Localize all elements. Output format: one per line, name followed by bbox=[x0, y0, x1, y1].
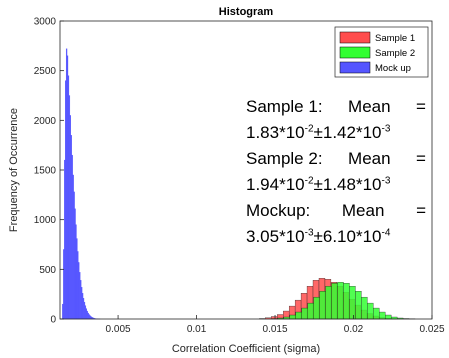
bar bbox=[66, 55, 69, 320]
bar bbox=[88, 314, 90, 320]
legend: Sample 1 Sample 2 Mock up bbox=[334, 26, 429, 78]
bar bbox=[301, 307, 308, 320]
y-tick-label: 2000 bbox=[34, 116, 57, 127]
mockup-mean-word: Mean bbox=[341, 201, 385, 220]
bar bbox=[62, 303, 64, 320]
y-tick-label: 500 bbox=[39, 265, 56, 276]
sample-1-pm-exp: -3 bbox=[381, 123, 391, 135]
sample-2-mean-word: Mean bbox=[348, 149, 391, 168]
bar bbox=[367, 302, 374, 320]
x-axis: 0.005 0.01 0.015 0.02 0.025 bbox=[106, 315, 445, 335]
sample-1-mean-exp: -2 bbox=[304, 123, 314, 135]
y-tick-label: 1500 bbox=[34, 166, 57, 177]
bar bbox=[373, 307, 380, 320]
x-tick-label: 0.025 bbox=[419, 324, 444, 335]
sample-1-equals: = bbox=[416, 97, 426, 116]
legend-label-mock-up: Mock up bbox=[375, 63, 411, 74]
sample-2-pm-exp: -3 bbox=[381, 175, 391, 187]
y-tick-label: 1000 bbox=[34, 215, 57, 226]
bar bbox=[325, 286, 332, 320]
sample-2-label: Sample 2: bbox=[246, 149, 323, 168]
x-axis-label: Correlation Coefficient (sigma) bbox=[172, 343, 320, 355]
y-axis: 0 500 1000 1500 2000 2500 3000 bbox=[34, 17, 64, 326]
legend-label-sample-2: Sample 2 bbox=[375, 48, 415, 59]
mockup-pm-exp: -4 bbox=[381, 227, 391, 239]
sample-1-mean-base: 1.83*10 bbox=[246, 123, 305, 142]
legend-swatch-sample-2 bbox=[339, 46, 371, 59]
y-axis-label: Frequency of Occurrence bbox=[8, 108, 20, 232]
legend-label-sample-1: Sample 1 bbox=[375, 33, 415, 44]
sample-1-mean-word: Mean bbox=[348, 97, 391, 116]
mockup-equals: = bbox=[416, 201, 426, 220]
bar bbox=[343, 283, 350, 320]
bar bbox=[379, 311, 386, 320]
sample-1-mean-heading: Sample 1: Mean = bbox=[246, 94, 426, 120]
mockup-pm-base: ±6.10*10 bbox=[313, 227, 382, 246]
bar bbox=[385, 314, 392, 320]
sample-1-pm-base: ±1.42*10 bbox=[313, 123, 382, 142]
bar bbox=[319, 291, 326, 320]
y-tick-label: 2500 bbox=[34, 66, 57, 77]
x-tick-label: 0.01 bbox=[187, 324, 207, 335]
sample-2-mean-base: 1.94*10 bbox=[246, 175, 305, 194]
mockup-label: Mockup: bbox=[246, 201, 311, 220]
bar bbox=[361, 296, 368, 320]
sample-2-mean-value: 1.94*10-2±1.48*10-3 bbox=[246, 172, 426, 198]
y-tick-label: 0 bbox=[50, 315, 56, 326]
y-tick-label: 3000 bbox=[34, 17, 57, 28]
x-tick-label: 0.015 bbox=[263, 324, 288, 335]
bar bbox=[349, 286, 356, 320]
sample-1-mean-value: 1.83*10-2±1.42*10-3 bbox=[246, 120, 426, 146]
mockup-mean-value: 3.05*10-3±6.10*10-4 bbox=[246, 224, 426, 250]
sample-2-equals: = bbox=[416, 149, 426, 168]
x-tick-label: 0.02 bbox=[344, 324, 364, 335]
bar bbox=[295, 311, 302, 320]
bar bbox=[82, 297, 85, 320]
bar bbox=[289, 314, 296, 320]
x-tick-label: 0.005 bbox=[106, 324, 131, 335]
legend-swatch-sample-1 bbox=[339, 31, 371, 44]
sample-2-mean-exp: -2 bbox=[304, 175, 314, 187]
mockup-mean-heading: Mockup: Mean = bbox=[246, 198, 426, 224]
sample-2-mean-heading: Sample 2: Mean = bbox=[246, 146, 426, 172]
mockup-mean-exp: -3 bbox=[304, 227, 314, 239]
chart-title: Histogram bbox=[219, 6, 274, 18]
sample-1-label: Sample 1: bbox=[246, 97, 323, 116]
legend-swatch-mock-up bbox=[339, 61, 371, 74]
bar bbox=[78, 262, 80, 320]
sample-2-pm-base: ±1.48*10 bbox=[313, 175, 382, 194]
bar bbox=[313, 296, 320, 320]
statistics-annotation: Sample 1: Mean = 1.83*10-2±1.42*10-3 Sam… bbox=[246, 94, 426, 250]
bar bbox=[331, 283, 338, 320]
bar bbox=[307, 302, 314, 320]
mockup-mean-base: 3.05*10 bbox=[246, 227, 305, 246]
bar bbox=[355, 291, 362, 320]
bar bbox=[72, 174, 74, 320]
bar bbox=[337, 282, 344, 320]
